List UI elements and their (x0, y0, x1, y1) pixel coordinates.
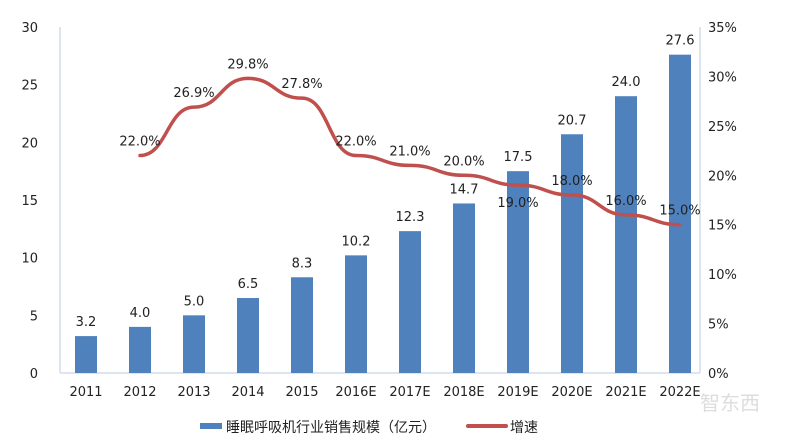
growth-data-label: 16.0% (605, 194, 646, 209)
x-tick-label: 2014 (231, 385, 264, 400)
growth-data-label: 22.0% (119, 135, 160, 150)
bar (399, 231, 421, 373)
bar-data-label: 10.2 (342, 234, 371, 249)
y-left-tick-label: 25 (21, 79, 38, 94)
bar (291, 277, 313, 373)
growth-data-label: 26.9% (173, 86, 214, 101)
bar-data-label: 24.0 (612, 75, 641, 90)
bars (75, 55, 691, 373)
growth-data-label: 21.0% (389, 144, 430, 159)
bar-data-label: 3.2 (76, 315, 97, 330)
data-labels: 3.2 4.0 5.0 6.5 8.3 10.2 12.3 14.7 17.5 20.7 24.0 2… (76, 34, 701, 330)
bar-data-label: 5.0 (184, 294, 205, 309)
y-right-tick-label: 15% (708, 219, 737, 234)
watermark: 智东西 (700, 391, 760, 415)
bar-data-label: 14.7 (450, 182, 479, 197)
y-right-tick-label: 0% (708, 367, 729, 382)
x-tick-label: 2021E (605, 385, 646, 400)
bar-data-label: 4.0 (130, 306, 151, 321)
bar-data-label: 17.5 (504, 150, 533, 165)
bar-data-label: 6.5 (238, 277, 259, 292)
bar (75, 336, 97, 373)
x-tick-label: 2012 (123, 385, 156, 400)
x-tick-label: 2017E (389, 385, 430, 400)
y-left-tick-label: 20 (21, 136, 38, 151)
x-tick-label: 2020E (551, 385, 592, 400)
growth-data-label: 27.8% (281, 77, 322, 92)
bar (183, 315, 205, 373)
y-left-tick-label: 10 (21, 252, 38, 267)
legend: 睡眠呼吸机行业销售规模（亿元） 增速 (200, 420, 538, 436)
bar-data-label: 12.3 (396, 210, 425, 225)
growth-data-label: 19.0% (497, 196, 538, 211)
x-tick-label: 2019E (497, 385, 538, 400)
bar (237, 298, 259, 373)
y-right-tick-label: 5% (708, 318, 729, 333)
bar (129, 327, 151, 373)
legend-line-label: 增速 (510, 420, 538, 436)
bar (345, 255, 367, 373)
bar (561, 134, 583, 373)
bar-data-label: 27.6 (666, 34, 695, 49)
legend-bar-label: 睡眠呼吸机行业销售规模（亿元） (226, 420, 436, 436)
y-right-tick-label: 20% (708, 169, 737, 184)
x-tick-label: 2016E (335, 385, 376, 400)
bar-data-label: 20.7 (558, 113, 587, 128)
growth-data-label: 18.0% (551, 174, 592, 189)
y-right-tick-label: 25% (708, 120, 737, 135)
bar (453, 203, 475, 373)
y-right-tick-label: 30% (708, 70, 737, 85)
bar (615, 96, 637, 373)
y-left-tick-label: 0 (30, 367, 38, 382)
y-left-tick-label: 15 (21, 194, 38, 209)
x-tick-label: 2022E (659, 385, 700, 400)
growth-data-label: 20.0% (443, 154, 484, 169)
legend-bar-swatch (200, 423, 222, 429)
bar-data-label: 8.3 (292, 256, 313, 271)
growth-data-label: 22.0% (335, 135, 376, 150)
y-right-tick-label: 10% (708, 268, 737, 283)
growth-data-label: 15.0% (659, 204, 700, 219)
x-tick-label: 2011 (69, 385, 102, 400)
y-left-tick-label: 30 (21, 21, 38, 36)
x-tick-label: 2015 (285, 385, 318, 400)
x-tick-label: 2018E (443, 385, 484, 400)
y-right-tick-label: 35% (708, 21, 737, 36)
x-tick-label: 2013 (177, 385, 210, 400)
growth-data-label: 29.8% (227, 57, 268, 72)
y-left-tick-label: 5 (30, 309, 38, 324)
